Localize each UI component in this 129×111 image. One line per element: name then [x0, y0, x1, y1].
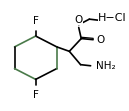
Text: O: O — [96, 35, 104, 45]
Text: NH₂: NH₂ — [96, 61, 115, 71]
Text: F: F — [33, 90, 39, 100]
Text: H−Cl: H−Cl — [98, 13, 126, 23]
Text: O: O — [75, 15, 83, 25]
Text: F: F — [33, 16, 39, 26]
